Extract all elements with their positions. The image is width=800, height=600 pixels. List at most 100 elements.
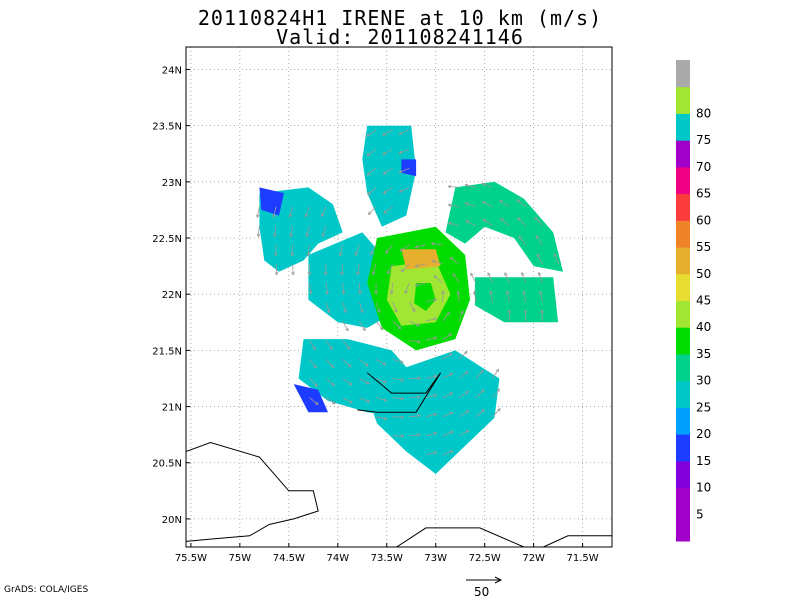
wind-vector-head [446, 311, 450, 316]
wind-vector-head [370, 251, 374, 256]
wind-vector-head [340, 271, 344, 276]
wind-vector [370, 244, 377, 255]
x-tick-label: 72.5W [469, 553, 501, 564]
wind-vector [375, 320, 384, 331]
wind-vector [342, 282, 345, 294]
wind-vector-head [433, 412, 438, 417]
wind-vector-head [374, 291, 378, 295]
wind-region-n-band [362, 125, 417, 227]
wind-vector [442, 431, 453, 437]
wind-vector-head [272, 214, 276, 219]
wind-vector-head [536, 253, 541, 258]
wind-vector [425, 375, 437, 379]
wind-vector [465, 202, 477, 207]
colorbar-label: 15 [696, 454, 711, 468]
colorbar-swatch [676, 300, 690, 328]
wind-vector [290, 225, 294, 237]
wind-vector-head [331, 382, 336, 387]
wind-vector [475, 409, 485, 418]
wind-vector [367, 187, 377, 196]
x-tick-label: 73W [424, 553, 447, 564]
wind-vector [309, 397, 319, 405]
wind-region-blue-1 [259, 187, 284, 216]
y-tick-label: 21N [162, 403, 182, 414]
x-tick-label: 72W [522, 553, 545, 564]
wind-vector [355, 244, 360, 256]
x-tick-label: 75.5W [175, 553, 207, 564]
wind-vector-head [289, 233, 293, 238]
wind-vector-head [417, 395, 422, 399]
colorbar-label: 5 [696, 507, 704, 521]
wind-vector-head [291, 272, 295, 276]
wind-vector-head [449, 430, 454, 435]
wind-vector-head [323, 272, 328, 276]
colorbar-label: 30 [696, 374, 711, 388]
wind-vector-head [480, 389, 485, 393]
wind-vector-head [447, 221, 452, 226]
wind-vector-head [433, 393, 438, 398]
wind-vector-head [416, 322, 421, 327]
wind-vector [257, 225, 260, 237]
wind-vector-head [382, 171, 387, 175]
wind-vector-head [314, 401, 319, 406]
colorbar-label: 65 [696, 187, 711, 201]
wind-vector [537, 253, 543, 265]
wind-vector [256, 206, 260, 218]
wind-vector [305, 206, 310, 218]
wind-vector [358, 282, 361, 294]
wind-vector-head [348, 381, 353, 386]
x-tick-label: 71.5W [567, 553, 599, 564]
wind-vector-head [539, 290, 543, 295]
chart-subtitle: Valid: 201108241146 [276, 25, 524, 49]
colorbar: 5 10 15 20 25 30 35 40 45 50 55 60 65 70 75 80 [676, 60, 711, 542]
wind-vector [398, 167, 410, 173]
wind-vector-head [349, 400, 354, 404]
wind-vector-head [288, 214, 293, 218]
wind-vector-head [367, 211, 372, 216]
wind-vector-head [465, 429, 470, 434]
wind-vector [342, 321, 349, 331]
coastline [396, 527, 525, 547]
wind-vector-head [448, 353, 453, 357]
wind-vector-head [305, 233, 310, 238]
wind-vector [442, 353, 453, 360]
wind-vector-head [516, 199, 521, 203]
wind-vector-head [433, 336, 438, 340]
wind-vector [392, 416, 404, 418]
colorbar-label: 25 [696, 400, 711, 414]
wind-vector-head [366, 152, 371, 157]
wind-vector [475, 369, 484, 379]
wind-vector-head [417, 376, 422, 381]
wind-vector [359, 397, 370, 403]
wind-vector [342, 359, 352, 368]
colorbar-swatch [676, 193, 690, 221]
wind-vector [442, 312, 450, 322]
wind-vector [392, 397, 404, 400]
wind-vector-head [430, 242, 435, 246]
wind-vector-head [496, 388, 500, 393]
wind-vector-head [365, 363, 369, 367]
wind-vector-head [387, 270, 391, 275]
wind-vector [325, 359, 334, 368]
wind-vector [442, 373, 453, 379]
wind-vector [448, 204, 460, 207]
wind-vector [392, 359, 404, 363]
wind-vector-head [534, 216, 539, 221]
wind-vector-head [400, 434, 405, 438]
wind-vector [442, 412, 453, 418]
wind-vector-head [482, 219, 487, 223]
wind-vector-head [463, 350, 468, 355]
wind-vector-head [489, 290, 493, 295]
wind-vector [366, 148, 377, 156]
wind-vector [325, 301, 330, 313]
wind-vector-head [447, 203, 452, 208]
wind-vector [415, 244, 426, 248]
wind-vector-head [537, 271, 542, 276]
colorbar-swatch [676, 434, 690, 462]
wind-vector [325, 282, 328, 294]
wind-vector-head [433, 374, 438, 379]
wind-vector [490, 291, 493, 303]
colorbar-swatch [676, 86, 690, 114]
wind-vector-head [400, 360, 404, 364]
wind-vector [392, 320, 401, 329]
